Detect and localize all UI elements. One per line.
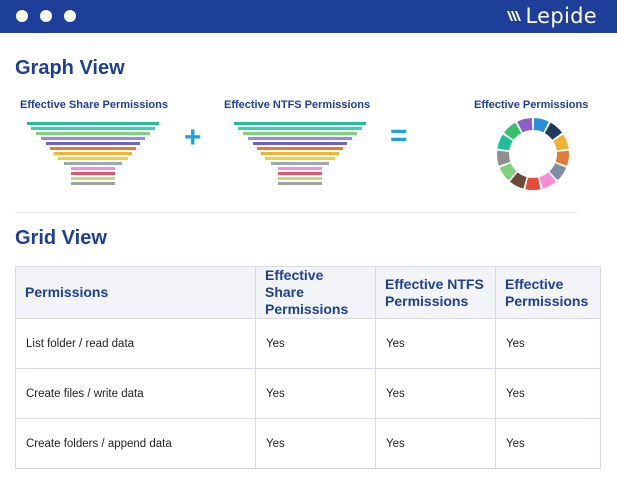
funnel-layer — [27, 122, 159, 125]
donut-segment — [517, 118, 533, 133]
donut-segment — [549, 162, 567, 181]
grid-header-row: Permissions Effective Share Permissions … — [15, 266, 601, 319]
title-bar: Lepide — [0, 0, 617, 33]
brand-logo: Lepide — [506, 4, 597, 28]
column-header-ntfs[interactable]: Effective NTFS Permissions — [375, 266, 496, 319]
funnel-layer — [271, 162, 329, 165]
funnel-layer — [248, 137, 352, 140]
funnel-layer — [71, 172, 115, 175]
ntfs-cell: Yes — [375, 368, 496, 419]
window-control-dot-3[interactable] — [64, 10, 76, 22]
share-permissions-funnel — [27, 122, 159, 186]
funnel-layer — [253, 142, 347, 145]
funnel-layer — [36, 132, 150, 135]
funnel-layer — [71, 177, 115, 180]
funnel-layer — [41, 137, 145, 140]
effective-permissions-donut — [497, 118, 569, 190]
funnel-layer — [31, 127, 155, 130]
table-row[interactable]: Create folders / append data Yes Yes Yes — [15, 418, 601, 469]
donut-segment — [539, 172, 557, 189]
effective-permissions-caption: Effective Permissions — [474, 99, 589, 111]
funnel-layer — [64, 162, 122, 165]
donut-segment — [509, 172, 527, 189]
donut-segment — [497, 150, 511, 166]
effective-cell: Yes — [495, 418, 601, 469]
donut-segment — [504, 122, 522, 141]
funnel-layer — [50, 147, 136, 150]
donut-segment — [499, 162, 517, 181]
donut-segment — [544, 122, 562, 141]
donut-segment — [497, 134, 514, 151]
column-header-share[interactable]: Effective Share Permissions — [255, 266, 376, 319]
brand-name: Lepide — [525, 4, 597, 28]
ntfs-permissions-caption: Effective NTFS Permissions — [224, 99, 371, 111]
funnel-layer — [54, 152, 132, 155]
plus-icon: + — [184, 121, 202, 154]
column-header-permissions[interactable]: Permissions — [15, 266, 256, 319]
donut-segment — [525, 177, 541, 190]
permission-cell: Create files / write data — [15, 368, 256, 419]
section-divider — [15, 212, 578, 213]
share-cell: Yes — [255, 418, 376, 469]
funnel-layer — [234, 122, 366, 125]
effective-cell: Yes — [495, 368, 601, 419]
funnel-layer — [278, 177, 322, 180]
lepide-logo-icon — [506, 11, 521, 21]
graph-view-title: Graph View — [15, 57, 125, 79]
column-header-effective[interactable]: Effective Permissions — [495, 266, 601, 319]
donut-segment — [555, 150, 569, 166]
funnel-layer — [257, 147, 343, 150]
permissions-grid: Permissions Effective Share Permissions … — [15, 266, 601, 469]
window-control-dot-2[interactable] — [40, 10, 52, 22]
table-row[interactable]: List folder / read data Yes Yes Yes — [15, 318, 601, 369]
funnel-layer — [278, 172, 322, 175]
funnel-layer — [278, 182, 322, 185]
share-permissions-caption: Effective Share Permissions — [20, 99, 168, 111]
effective-cell: Yes — [495, 318, 601, 369]
share-cell: Yes — [255, 318, 376, 369]
grid-view-title: Grid View — [15, 227, 107, 249]
permission-cell: List folder / read data — [15, 318, 256, 369]
funnel-layer — [58, 157, 128, 160]
table-row[interactable]: Create files / write data Yes Yes Yes — [15, 368, 601, 419]
funnel-layer — [238, 127, 362, 130]
donut-segment — [533, 118, 549, 133]
funnel-layer — [265, 157, 335, 160]
share-cell: Yes — [255, 368, 376, 419]
funnel-layer — [278, 167, 322, 170]
donut-segment — [552, 134, 569, 151]
ntfs-cell: Yes — [375, 318, 496, 369]
ntfs-permissions-funnel — [234, 122, 366, 186]
window-control-dot-1[interactable] — [16, 10, 28, 22]
funnel-layer — [71, 167, 115, 170]
permission-cell: Create folders / append data — [15, 418, 256, 469]
funnel-layer — [261, 152, 339, 155]
funnel-layer — [46, 142, 140, 145]
funnel-layer — [71, 182, 115, 185]
ntfs-cell: Yes — [375, 418, 496, 469]
funnel-layer — [243, 132, 357, 135]
equals-icon: = — [390, 119, 408, 152]
